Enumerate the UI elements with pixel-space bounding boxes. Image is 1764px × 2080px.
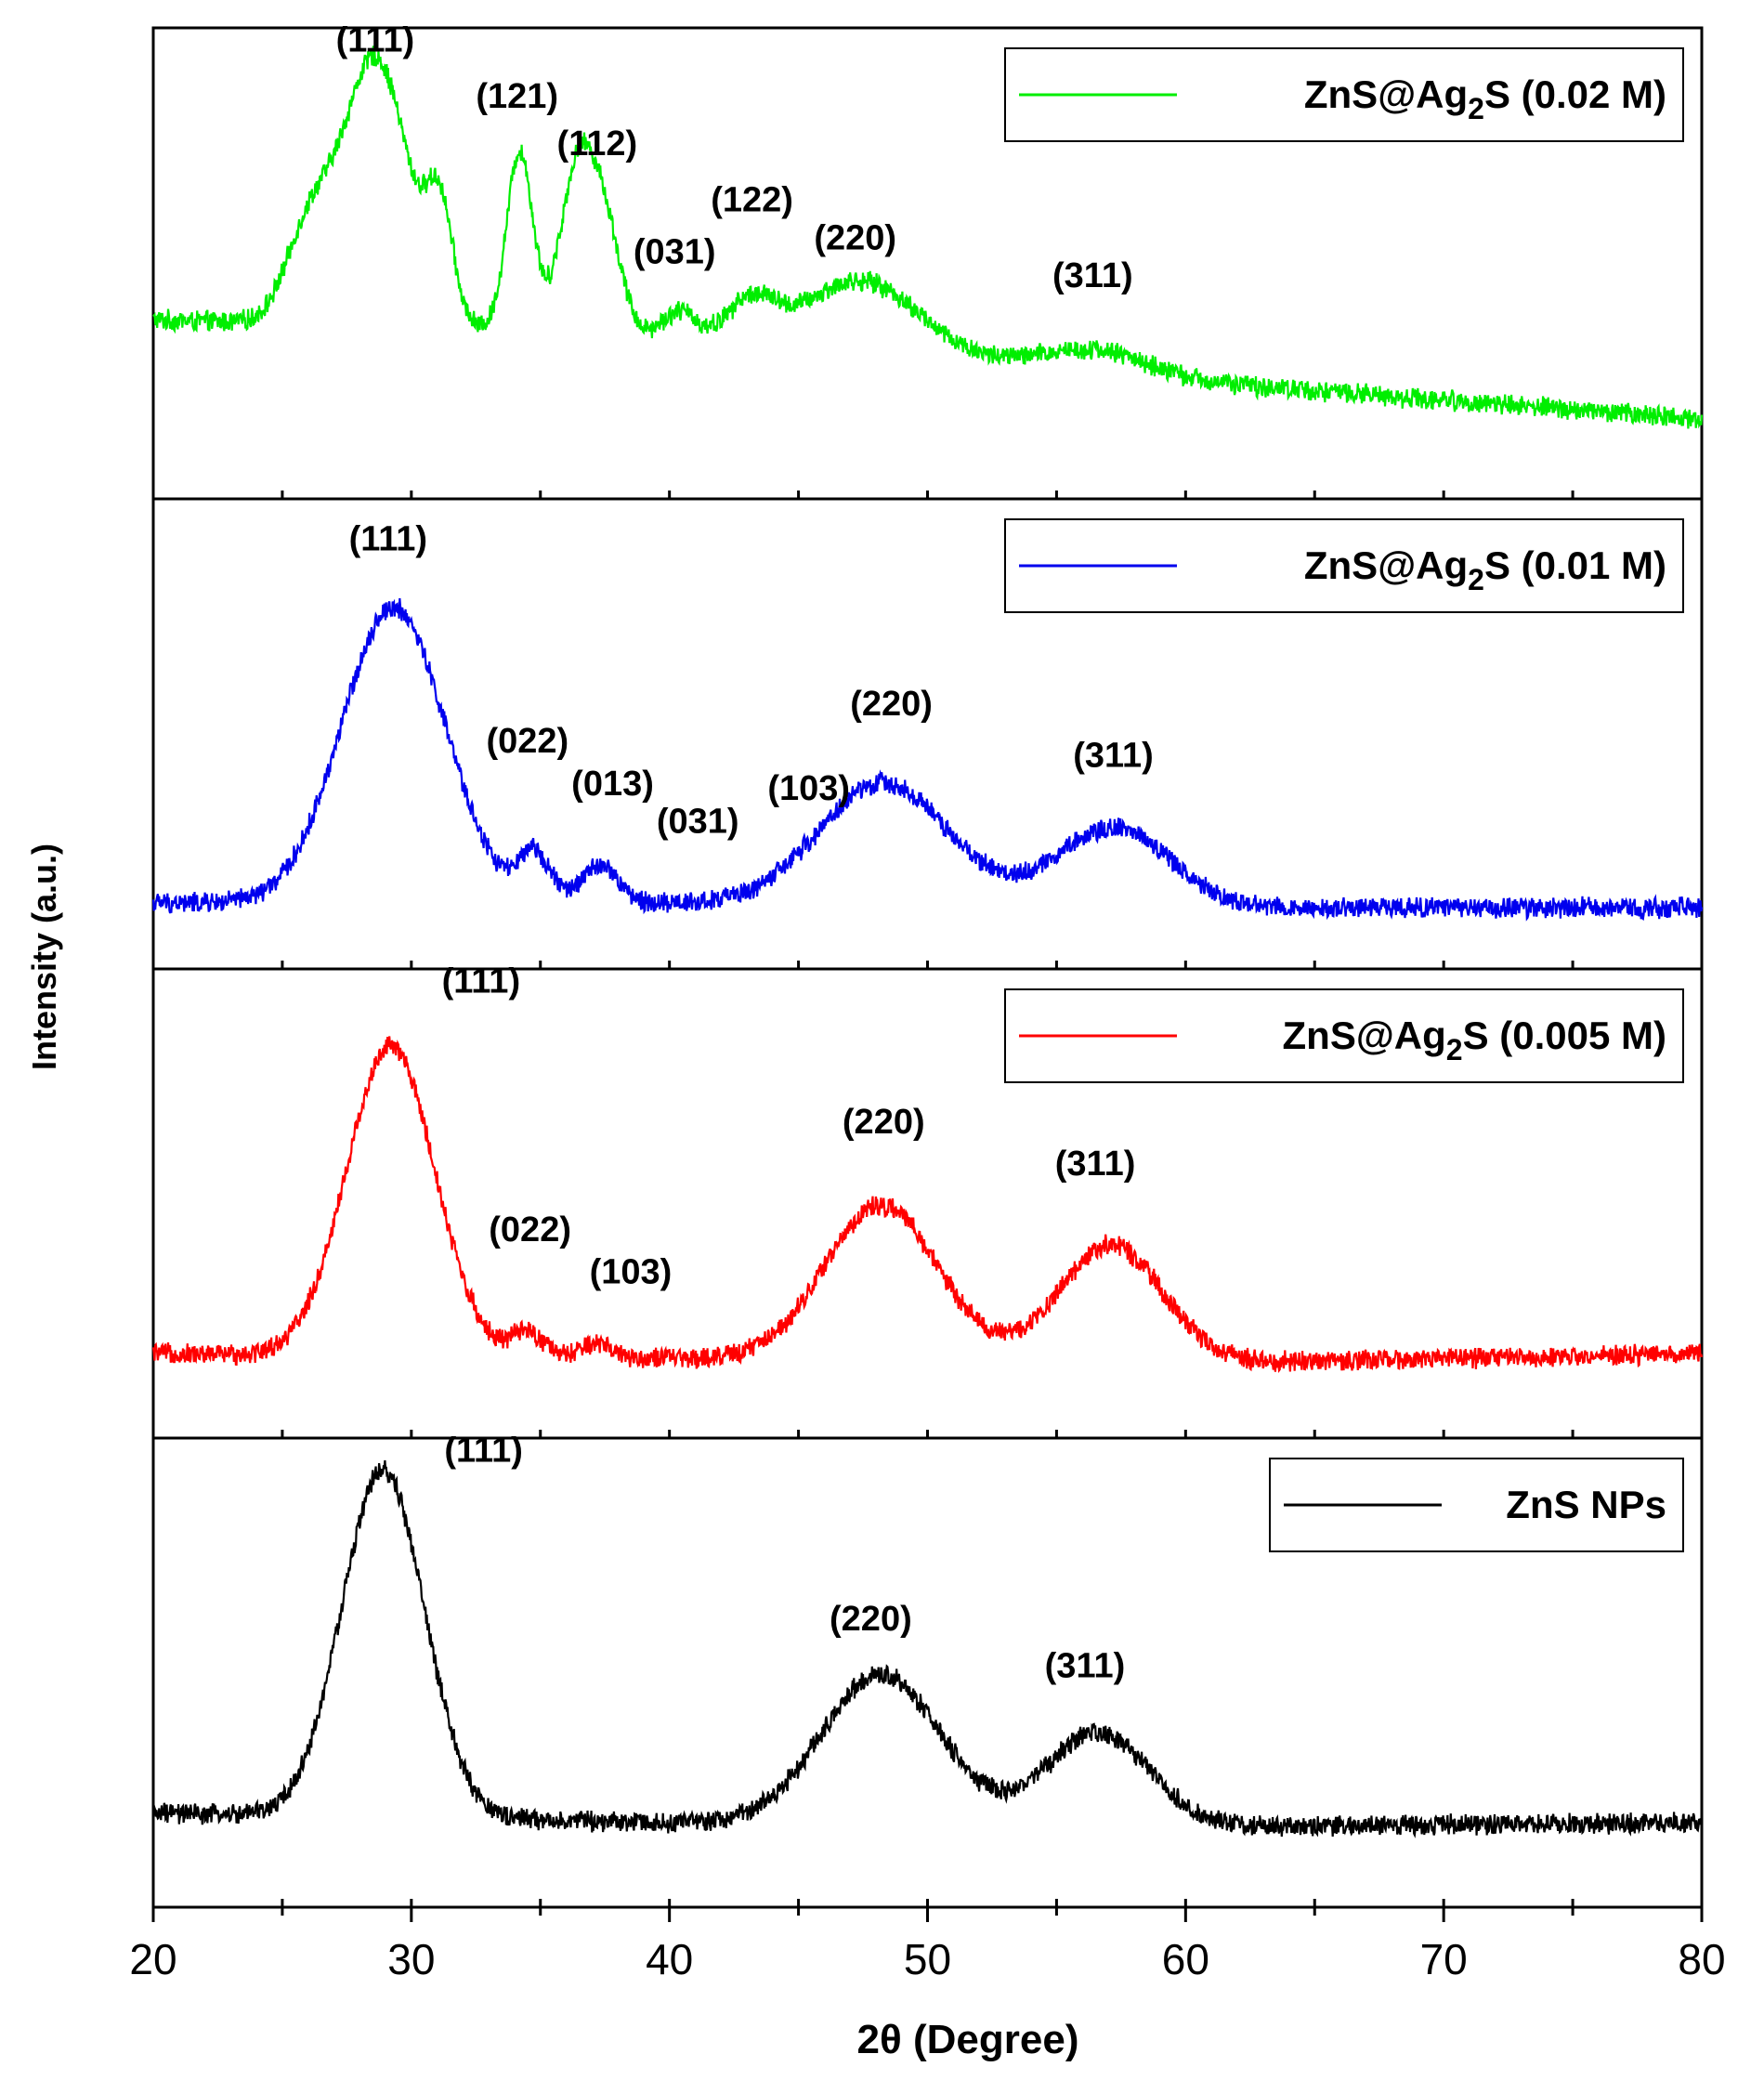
legend: ZnS@Ag2S (0.005 M) (1004, 988, 1684, 1083)
legend-label-main: ZnS NPs (1506, 1483, 1666, 1526)
peak-label: (031) (634, 233, 716, 272)
x-tick-label: 60 (1162, 1935, 1209, 1983)
legend-label: ZnS@Ag2S (0.02 M) (1304, 72, 1666, 125)
peak-label: (220) (830, 1600, 912, 1639)
legend-label-subscript: 2 (1468, 92, 1484, 125)
legend: ZnS@Ag2S (0.01 M) (1004, 518, 1684, 613)
y-axis-label: Intensity (a.u.) (25, 844, 63, 1070)
peak-label: (311) (1055, 1145, 1136, 1184)
legend-label: ZnS@Ag2S (0.005 M) (1283, 1014, 1666, 1066)
legend: ZnS@Ag2S (0.02 M) (1004, 47, 1684, 142)
x-tick-label: 20 (129, 1935, 176, 1983)
x-axis-label: 2θ (Degree) (857, 2017, 1079, 2062)
x-tick-label: 70 (1420, 1935, 1468, 1983)
peak-label: (220) (850, 685, 933, 724)
panel-3: (111) (022) (103) (220) (311) ZnS@Ag2S (0.005… (151, 962, 1704, 1440)
legend-label-main: ZnS@Ag (1304, 72, 1468, 116)
legend-label-subscript: 2 (1468, 563, 1484, 596)
peak-label: (111) (336, 20, 415, 59)
legend-label: ZnS@Ag2S (0.01 M) (1304, 543, 1666, 596)
series-line (151, 1036, 1704, 1373)
peak-label: (111) (442, 962, 521, 1001)
peak-label: (022) (489, 1210, 571, 1249)
x-tick-label: 80 (1678, 1935, 1725, 1983)
peak-label: (220) (843, 1103, 925, 1142)
peak-label: (103) (590, 1252, 673, 1291)
legend-label-tail: S (0.005 M) (1463, 1014, 1666, 1057)
peak-label: (013) (571, 765, 654, 804)
x-tick-label: 30 (387, 1935, 435, 1983)
peak-label: (022) (486, 722, 568, 761)
peak-label: (122) (711, 181, 793, 220)
peak-label: (031) (657, 802, 739, 841)
legend-label-tail: S (0.01 M) (1484, 543, 1666, 587)
panel-2: (111) (022)(013)(031) (103) (220) (311) ZnS@A… (151, 497, 1704, 971)
x-tick-label: 50 (904, 1935, 951, 1983)
x-tick-label: 40 (646, 1935, 693, 1983)
peak-label: (111) (349, 520, 428, 559)
panel-1: (111) (121) (112) (031) (122) (220) (311) ZnS@A… (151, 20, 1704, 501)
chart-panels: (111) (121) (112) (031) (122) (220) (311) ZnS@A… (151, 20, 1704, 1909)
panel-4: (111) (220) (311) ZnS NPs (151, 1431, 1704, 1909)
peak-label: (311) (1073, 736, 1154, 775)
peak-label: (220) (814, 218, 896, 257)
peak-label: (112) (557, 124, 638, 164)
peak-label: (121) (476, 77, 558, 116)
series-line (152, 1459, 1704, 1838)
peak-label: (311) (1052, 256, 1133, 295)
legend-label-main: ZnS@Ag (1304, 543, 1468, 587)
legend-label-main: ZnS@Ag (1283, 1014, 1446, 1057)
series-line (152, 46, 1704, 429)
peak-label: (111) (444, 1431, 523, 1470)
legend-label: ZnS NPs (1506, 1483, 1666, 1526)
legend-label-tail: S (0.02 M) (1484, 72, 1666, 116)
legend: ZnS NPs (1269, 1458, 1684, 1552)
peak-label: (103) (767, 769, 850, 808)
series-line (151, 597, 1704, 922)
peak-label: (311) (1045, 1647, 1126, 1686)
x-axis: 20 30 40 50 60 70 80 (129, 1907, 1726, 1983)
legend-label-subscript: 2 (1446, 1033, 1463, 1066)
